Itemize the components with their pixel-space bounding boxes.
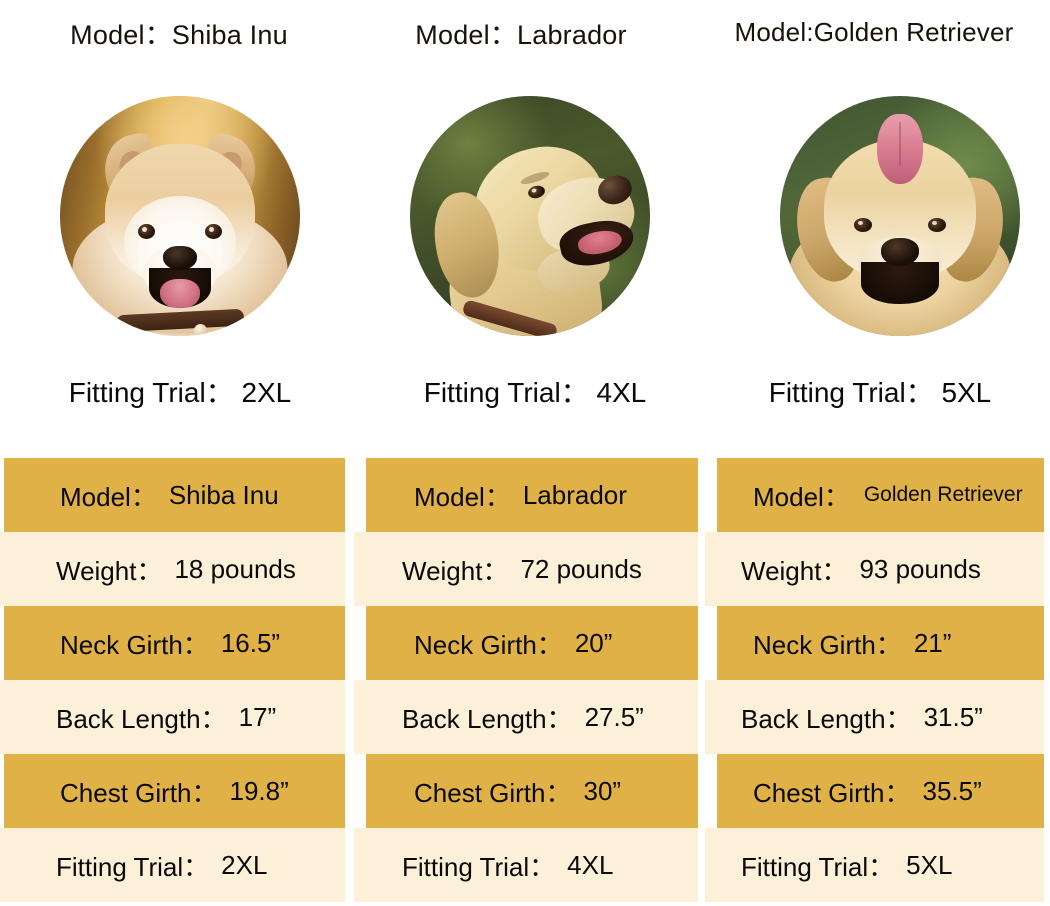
spec-value: Shiba Inu xyxy=(168,479,279,510)
spec-value: 27.5” xyxy=(584,701,644,732)
spec-value: 30” xyxy=(583,775,622,806)
spec-label: Back Length： xyxy=(56,703,227,734)
dog-eye-left xyxy=(854,218,872,232)
eye-highlight xyxy=(209,227,214,232)
spec-value: 2XL xyxy=(221,849,268,880)
spec-label: Neck Girth： xyxy=(414,629,563,660)
spec-label: Weight： xyxy=(56,555,163,586)
model-badge-golden-retriever: Model:Golden Retriever xyxy=(724,6,1024,59)
fitting-trial-text: Fitting Trial： 4XL xyxy=(423,377,647,408)
model-badge-labrador: Model：Labrador xyxy=(392,6,650,59)
spec-label: Weight： xyxy=(402,555,509,586)
spec-value: 72 pounds xyxy=(520,553,642,584)
spec-value: 19.8” xyxy=(229,775,289,806)
spec-value: 93 pounds xyxy=(859,553,981,584)
spec-row: Fitting Trial： 2XL xyxy=(0,828,345,902)
spec-label: Back Length： xyxy=(741,703,912,734)
model-badge-shiba-inu: Model：Shiba Inu xyxy=(48,6,310,59)
dog-tongue xyxy=(160,279,200,308)
dog-photo-shiba-inu xyxy=(60,96,300,336)
spec-row: Back Length： 17” xyxy=(0,680,345,754)
spec-value: Golden Retriever xyxy=(863,483,1023,506)
collar-tag xyxy=(194,324,208,336)
spec-label: Fitting Trial： xyxy=(402,851,556,882)
spec-value: 16.5” xyxy=(220,627,281,658)
fitting-trial-caption-golden-retriever: Fitting Trial： 5XL xyxy=(740,371,1020,411)
dog-tongue xyxy=(576,227,624,258)
spec-label: Back Length： xyxy=(402,703,573,734)
eye-highlight xyxy=(858,221,863,225)
dog-eye-left xyxy=(138,224,155,239)
spec-label: Weight： xyxy=(741,555,848,586)
spec-row: Fitting Trial： 4XL xyxy=(354,828,698,902)
spec-label: Neck Girth： xyxy=(753,629,902,660)
spec-table-golden-retriever: Model： Golden Retriever Weight： 93 pounds Ne… xyxy=(703,458,1044,902)
model-badge-label: Model：Labrador xyxy=(415,20,627,50)
spec-row: Neck Girth： 20” xyxy=(366,606,698,680)
labrador-image xyxy=(410,96,650,336)
spec-value: 18 pounds xyxy=(174,553,296,584)
spec-table-shiba-inu: Model： Shiba Inu Weight： 18 pounds Neck Girt… xyxy=(0,458,345,902)
spec-value: 20” xyxy=(574,627,613,658)
fitting-trial-caption-labrador: Fitting Trial： 4XL xyxy=(395,371,675,411)
spec-label: Chest Girth： xyxy=(414,777,572,808)
spec-row: Weight： 18 pounds xyxy=(0,532,345,606)
fitting-trial-text: Fitting Trial： 5XL xyxy=(768,377,992,408)
spec-label: Chest Girth： xyxy=(753,777,911,808)
dog-mouth xyxy=(861,262,939,304)
spec-row: Chest Girth： 35.5” xyxy=(717,754,1044,828)
spec-label: Chest Girth： xyxy=(60,777,218,808)
spec-value: 35.5” xyxy=(922,775,982,806)
tongue-center-line xyxy=(899,122,901,166)
spec-value: 31.5” xyxy=(923,701,983,732)
spec-label: Neck Girth： xyxy=(60,629,209,660)
dog-photo-labrador xyxy=(410,96,650,336)
spec-row: Fitting Trial： 5XL xyxy=(705,828,1044,902)
golden-retriever-image xyxy=(780,96,1020,336)
eye-highlight xyxy=(932,221,937,225)
spec-row: Neck Girth： 21” xyxy=(717,606,1044,680)
spec-row: Weight： 72 pounds xyxy=(354,532,698,606)
spec-label: Model： xyxy=(753,481,850,512)
spec-value: 4XL xyxy=(567,849,614,880)
dog-eye-right xyxy=(205,224,222,239)
dog-photo-golden-retriever xyxy=(780,96,1020,336)
spec-row: Model： Labrador xyxy=(366,458,698,532)
dog-eye-right xyxy=(928,218,946,232)
spec-label: Model： xyxy=(60,481,157,512)
eye-highlight xyxy=(142,227,147,232)
spec-row: Back Length： 27.5” xyxy=(354,680,698,754)
spec-label: Model： xyxy=(414,481,511,512)
spec-label: Fitting Trial： xyxy=(741,851,895,882)
spec-value: 5XL xyxy=(906,849,953,880)
spec-row: Model： Golden Retriever xyxy=(717,458,1044,532)
dog-tongue xyxy=(877,114,923,184)
fitting-trial-caption-shiba-inu: Fitting Trial： 2XL xyxy=(40,371,320,411)
model-badge-label: Model:Golden Retriever xyxy=(734,17,1014,47)
eye-highlight xyxy=(531,187,537,194)
spec-value: Labrador xyxy=(522,479,627,510)
spec-row: Back Length： 31.5” xyxy=(705,680,1044,754)
spec-row: Neck Girth： 16.5” xyxy=(4,606,345,680)
shiba-inu-image xyxy=(60,96,300,336)
spec-row: Weight： 93 pounds xyxy=(705,532,1044,606)
spec-value: 21” xyxy=(913,627,952,658)
spec-row: Model： Shiba Inu xyxy=(4,458,345,532)
model-badge-label: Model：Shiba Inu xyxy=(70,20,288,50)
spec-value: 17” xyxy=(238,701,277,732)
spec-label: Fitting Trial： xyxy=(56,851,210,882)
dog-nose xyxy=(163,246,197,270)
spec-row: Chest Girth： 19.8” xyxy=(4,754,345,828)
dog-mouth xyxy=(149,268,211,308)
spec-table-labrador: Model： Labrador Weight： 72 pounds Neck Girth… xyxy=(350,458,698,902)
dog-nose xyxy=(881,238,919,266)
fitting-trial-text: Fitting Trial： 2XL xyxy=(68,377,292,408)
spec-row: Chest Girth： 30” xyxy=(366,754,698,828)
